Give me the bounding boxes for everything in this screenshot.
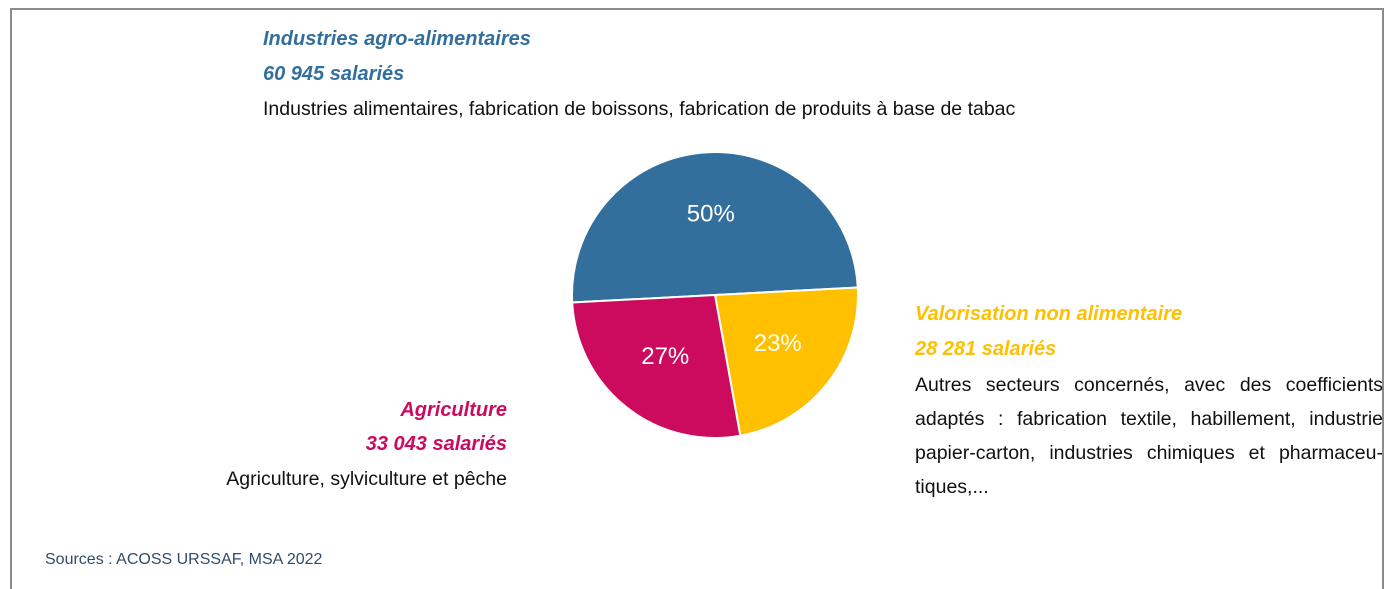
slice-count: 60 945 salariés	[263, 63, 405, 85]
slice-description: Autres secteurs concernés, avec des coef…	[915, 374, 1383, 498]
slice-name: Agriculture	[400, 399, 507, 421]
slice-count: 33 043 salariés	[365, 433, 507, 455]
slice-description: Agriculture, sylviculture et pêche	[226, 468, 507, 490]
pie-slice	[713, 286, 859, 437]
frame	[10, 8, 1384, 589]
value-label: 50%	[687, 200, 735, 227]
pie-slice	[571, 151, 859, 304]
slice-name: Valorisation non alimentaire	[915, 303, 1183, 325]
slice-description: Industries alimentaires, fabrication de …	[263, 98, 1016, 120]
value-label: 27%	[641, 343, 689, 370]
source: Sources : ACOSS URSSAF, MSA 2022	[45, 551, 323, 568]
slice-name: Industries agro-alimentaires	[263, 28, 531, 50]
slice-count: 28 281 salariés	[915, 338, 1057, 360]
pie-slice	[571, 293, 742, 439]
value-label: 23%	[754, 330, 802, 357]
